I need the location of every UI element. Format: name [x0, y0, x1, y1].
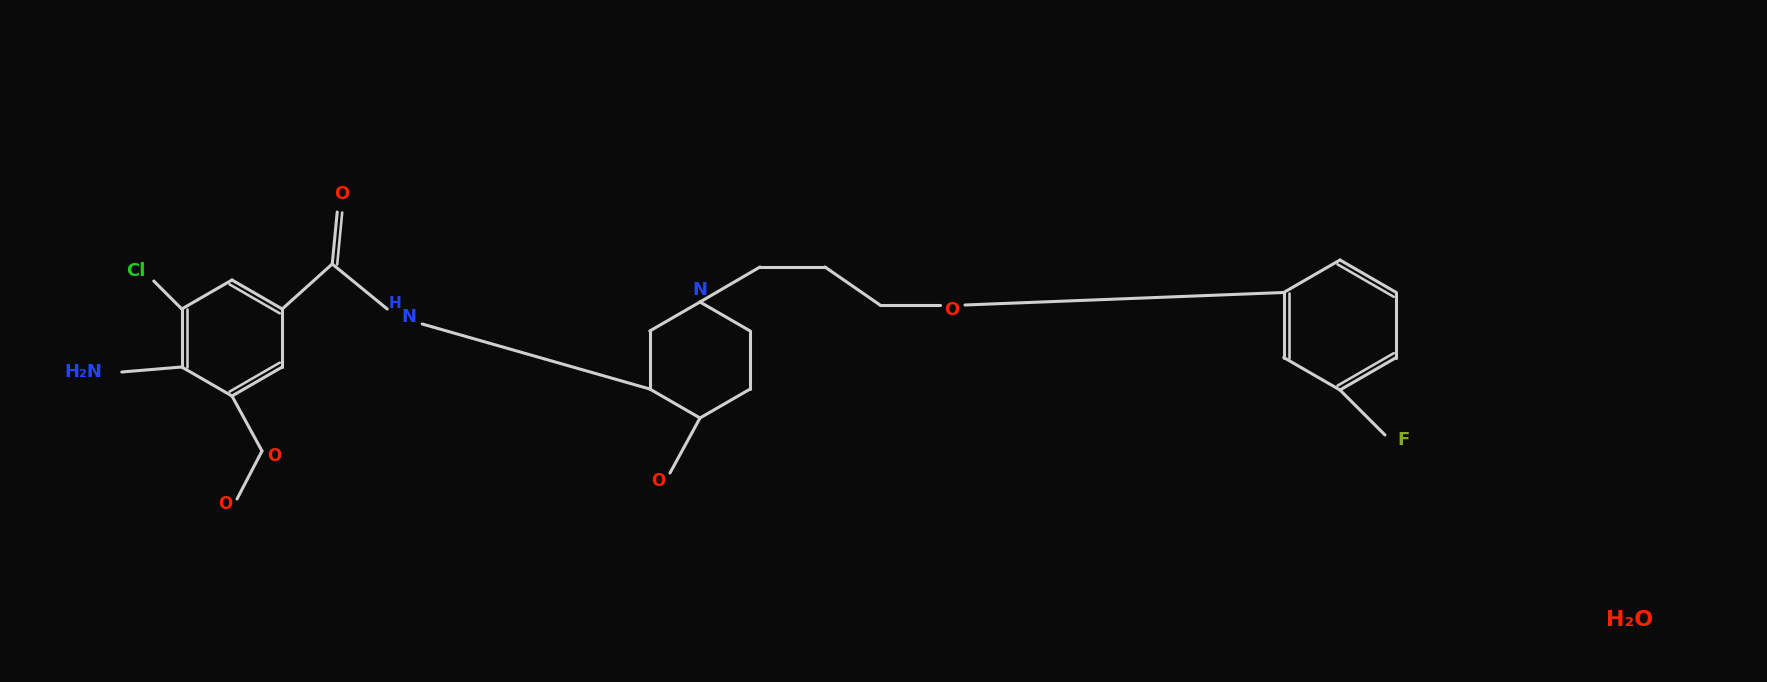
Text: Cl: Cl	[125, 262, 145, 280]
Text: O: O	[650, 472, 664, 490]
Text: O: O	[334, 185, 350, 203]
Text: H: H	[389, 297, 401, 312]
Text: O: O	[267, 447, 281, 465]
Text: O: O	[217, 495, 231, 513]
Text: F: F	[1398, 431, 1408, 449]
Text: H₂O: H₂O	[1606, 610, 1654, 630]
Text: O: O	[944, 301, 959, 319]
Text: N: N	[401, 308, 417, 326]
Text: N: N	[693, 281, 707, 299]
Text: H₂N: H₂N	[65, 363, 102, 381]
